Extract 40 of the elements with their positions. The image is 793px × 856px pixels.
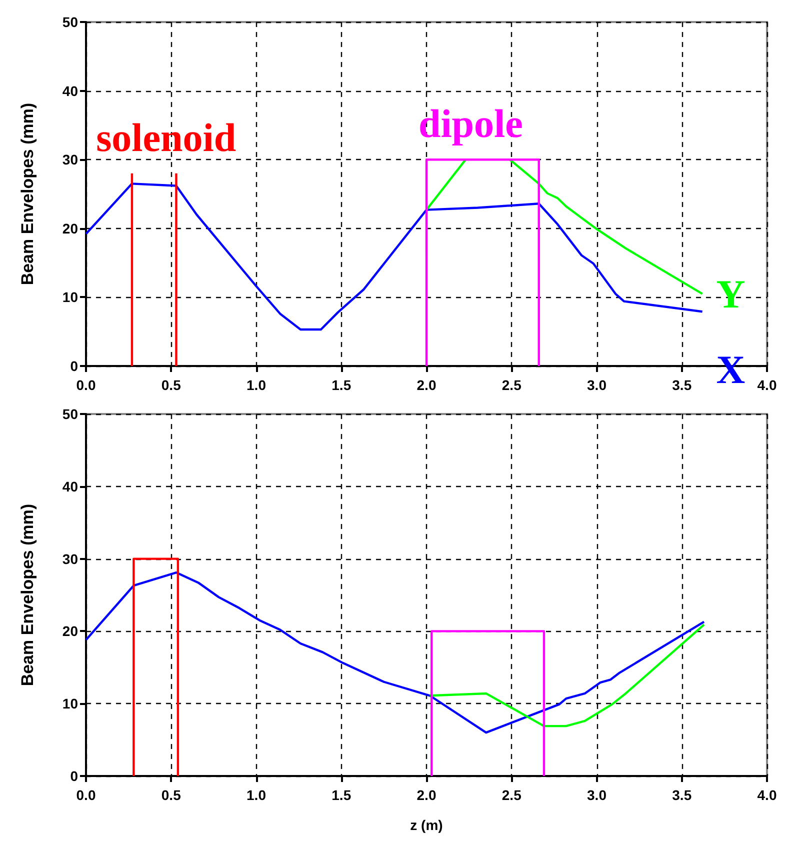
y-tick-label: 0 bbox=[70, 358, 78, 374]
x-tick-label: 1.5 bbox=[332, 787, 352, 803]
y-tick-label: 50 bbox=[62, 14, 78, 30]
x-tick-label: 3.0 bbox=[587, 377, 607, 393]
line-series bbox=[508, 158, 704, 295]
x-axis-title: z (m) bbox=[410, 817, 443, 833]
x-tick-label: 4.0 bbox=[757, 377, 777, 393]
y-tick-label: 20 bbox=[62, 623, 78, 640]
x-tick-label: 3.5 bbox=[672, 377, 692, 393]
y-tick-label: 0 bbox=[70, 768, 78, 784]
y-tick-label: 30 bbox=[62, 550, 78, 567]
y-tick-label: 10 bbox=[62, 696, 78, 712]
x-tick-label: 0.0 bbox=[76, 787, 96, 803]
x-tick-label: 4.0 bbox=[757, 787, 777, 803]
x-tick-label: 0.5 bbox=[161, 377, 182, 393]
y-axis-title: Beam Envelopes (mm) bbox=[18, 102, 37, 286]
annotation: dipole bbox=[418, 101, 523, 146]
x-tick-label: 2.5 bbox=[502, 377, 522, 393]
y-tick-label: 50 bbox=[62, 406, 78, 422]
y-tick-label: 40 bbox=[62, 82, 78, 99]
series-label: Y bbox=[716, 271, 746, 316]
x-tick-label: 2.5 bbox=[502, 787, 522, 803]
y-axis-title: Beam Envelopes (mm) bbox=[18, 504, 37, 686]
y-tick-label: 10 bbox=[62, 289, 78, 306]
x-tick-label: 3.5 bbox=[672, 787, 692, 803]
x-tick-label: 1.0 bbox=[246, 377, 266, 393]
x-tick-label: 1.0 bbox=[246, 787, 266, 803]
x-tick-label: 1.5 bbox=[332, 377, 352, 393]
line-series bbox=[84, 571, 706, 734]
x-tick-label: 0.5 bbox=[161, 787, 182, 803]
y-tick-label: 30 bbox=[62, 152, 78, 168]
y-tick-label: 40 bbox=[62, 478, 78, 494]
x-tick-label: 2.0 bbox=[416, 787, 436, 803]
x-tick-label: 2.0 bbox=[416, 377, 436, 393]
line-series bbox=[428, 624, 706, 728]
y-tick-label: 20 bbox=[62, 220, 78, 236]
x-tick-label: 3.0 bbox=[587, 787, 607, 803]
annotation: solenoid bbox=[96, 114, 236, 160]
x-tick-label: 0.0 bbox=[76, 377, 96, 393]
line-series bbox=[84, 182, 704, 331]
